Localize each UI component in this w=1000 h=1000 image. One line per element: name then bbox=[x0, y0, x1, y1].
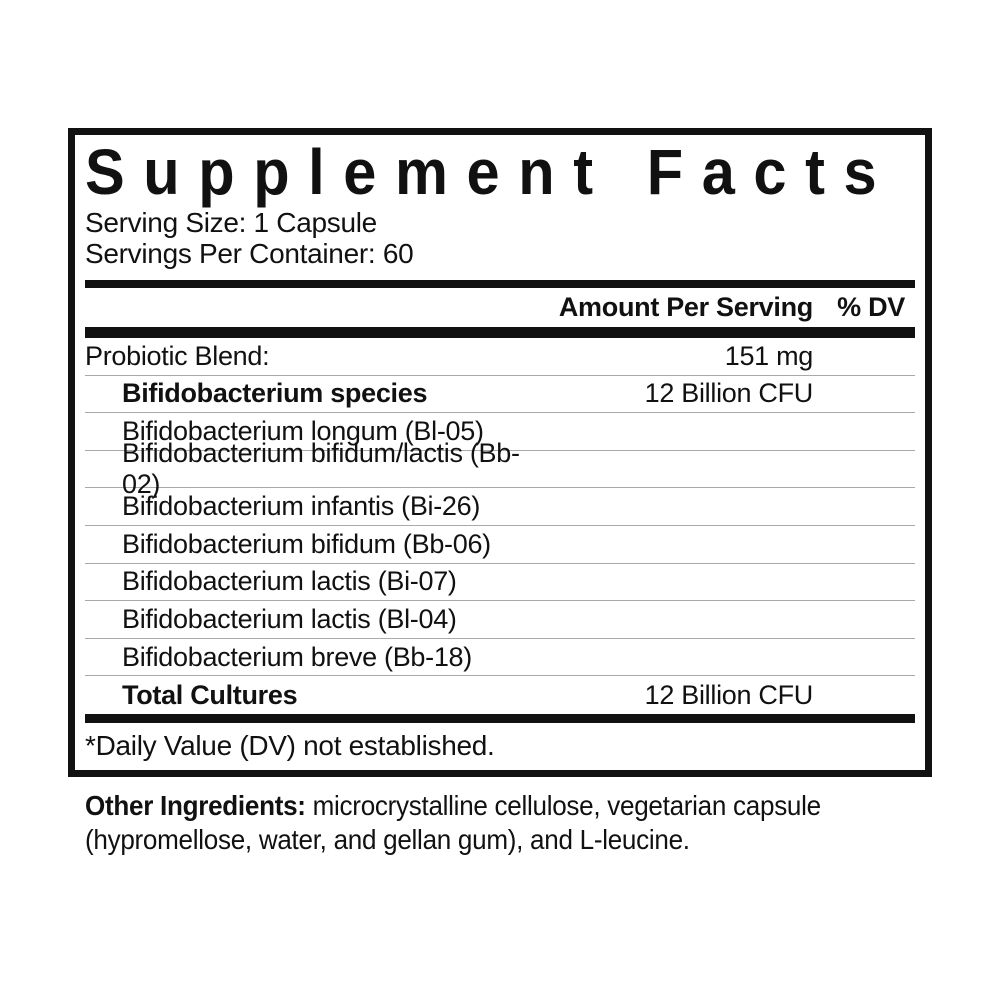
table-row: Probiotic Blend: 151 mg bbox=[85, 338, 915, 376]
table-row: Bifidobacterium lactis (Bi-07) bbox=[85, 564, 915, 602]
ingredient-name: Bifidobacterium longum (Bl-05) bbox=[122, 415, 484, 446]
table-row: Bifidobacterium bifidum/lactis (Bb-02) bbox=[85, 438, 915, 499]
table-row: Bifidobacterium infantis (Bi-26) bbox=[85, 488, 915, 526]
other-ingredients-paragraph: Other Ingredients: microcrystalline cell… bbox=[85, 789, 939, 857]
ingredient-amount: 12 Billion CFU bbox=[644, 679, 814, 710]
column-header-row: Amount Per Serving % DV bbox=[85, 288, 915, 327]
ingredient-name: Total Cultures bbox=[122, 679, 298, 710]
percent-dv-header: % DV bbox=[837, 292, 905, 322]
table-row: Bifidobacterium breve (Bb-18) bbox=[85, 639, 915, 677]
panel-title: Supplement Facts bbox=[85, 136, 896, 208]
amount-per-serving-header: Amount Per Serving bbox=[558, 292, 813, 322]
divider-bar-header bbox=[85, 327, 915, 338]
divider-bar-top bbox=[85, 280, 915, 288]
serving-size-text: Serving Size: 1 Capsule bbox=[85, 207, 377, 238]
table-row: Bifidobacterium bifidum (Bb-06) bbox=[85, 526, 915, 564]
ingredient-name: Bifidobacterium lactis (Bl-04) bbox=[122, 603, 457, 634]
table-row: Bifidobacterium lactis (Bl-04) bbox=[85, 601, 915, 639]
servings-per-container-text: Servings Per Container: 60 bbox=[85, 238, 414, 269]
other-ingredients-text: microcrystalline cellulose, vegetarian c… bbox=[85, 790, 821, 855]
ingredient-rows: Probiotic Blend: 151 mg Bifidobacterium … bbox=[85, 338, 915, 714]
daily-value-footnote: *Daily Value (DV) not established. bbox=[85, 729, 495, 761]
serving-info: Serving Size: 1 Capsule Servings Per Con… bbox=[85, 207, 915, 269]
divider-bar-bottom bbox=[85, 713, 915, 723]
ingredient-name: Bifidobacterium infantis (Bi-26) bbox=[122, 491, 481, 522]
ingredient-name: Bifidobacterium breve (Bb-18) bbox=[122, 641, 472, 672]
ingredient-name: Bifidobacterium lactis (Bi-07) bbox=[122, 566, 457, 597]
supplement-facts-panel: Supplement Facts Serving Size: 1 Capsule… bbox=[68, 128, 932, 777]
ingredient-amount: 151 mg bbox=[724, 340, 814, 371]
ingredient-name: Probiotic Blend: bbox=[85, 340, 270, 371]
ingredient-amount: 12 Billion CFU bbox=[644, 378, 814, 409]
other-ingredients-label: Other Ingredients: bbox=[85, 790, 306, 821]
table-row: Total Cultures 12 Billion CFU bbox=[85, 676, 915, 714]
ingredient-name: Bifidobacterium species bbox=[122, 378, 428, 409]
ingredient-name: Bifidobacterium bifidum (Bb-06) bbox=[122, 528, 491, 559]
table-row: Bifidobacterium longum (Bl-05) bbox=[85, 413, 915, 451]
table-row: Bifidobacterium species 12 Billion CFU bbox=[85, 376, 915, 414]
ingredient-name: Bifidobacterium bifidum/lactis (Bb-02) bbox=[122, 438, 520, 500]
